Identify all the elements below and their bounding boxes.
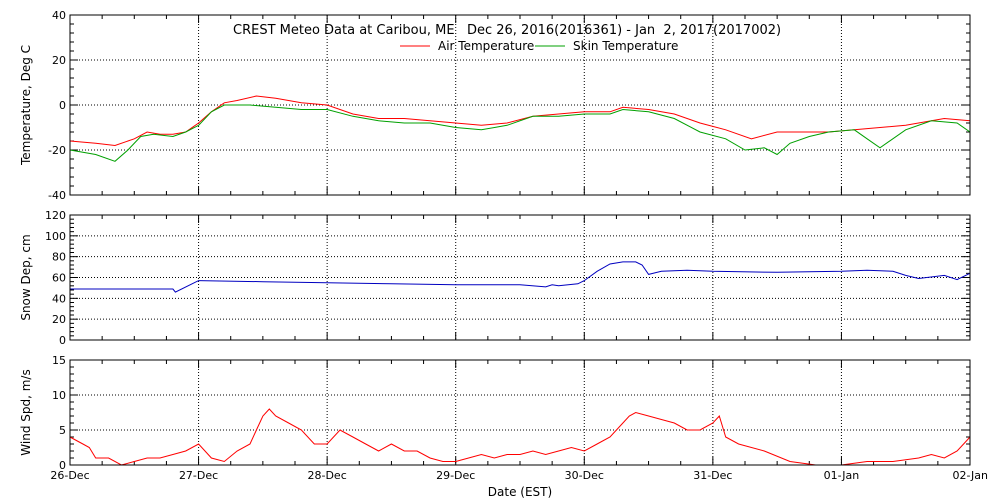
chart-title: CREST Meteo Data at Caribou, ME Dec 26, …	[233, 23, 781, 38]
x-axis-title: Date (EST)	[488, 485, 552, 499]
y-tick-label: 120	[45, 209, 66, 222]
y-tick-label: 0	[59, 99, 66, 112]
series-line-panel2-1	[70, 261, 971, 293]
x-tick-label: 01-Jan	[824, 469, 860, 482]
x-tick-label: 27-Dec	[179, 469, 218, 482]
y-tick-label: 20	[52, 313, 66, 326]
y-tick-label: 10	[52, 389, 66, 402]
y-axis-title: Temperature, Deg C	[19, 45, 33, 166]
y-tick-label: -20	[48, 144, 66, 157]
plot-frame	[69, 214, 971, 341]
y-tick-label: 5	[59, 424, 66, 437]
series-line-panel1-2	[69, 104, 971, 162]
y-tick-label: 40	[52, 9, 66, 22]
x-tick-label: 29-Dec	[436, 469, 475, 482]
plot-frame	[69, 359, 971, 466]
legend-label: Air Temperature	[438, 39, 534, 53]
y-axis-title: Snow Dep, cm	[19, 234, 33, 320]
y-tick-label: 20	[52, 54, 66, 67]
y-tick-label: 0	[59, 334, 66, 347]
x-tick-label: 02-Jan	[952, 469, 988, 482]
y-axis-title: Wind Spd, m/s	[19, 369, 33, 455]
y-tick-label: -40	[48, 189, 66, 202]
x-tick-label: 31-Dec	[693, 469, 732, 482]
x-tick-label: 28-Dec	[308, 469, 347, 482]
y-tick-label: 80	[52, 251, 66, 264]
chart-panels: -40 -20 0 20 40 Temperature, Deg C Air Tempera…	[19, 9, 971, 472]
plot-frame	[69, 14, 971, 196]
x-tick-label: 30-Dec	[565, 469, 604, 482]
x-tick-label: 26-Dec	[50, 469, 89, 482]
y-tick-label: 60	[52, 272, 66, 285]
legend-label: Skin Temperature	[573, 39, 678, 53]
y-tick-label: 0	[59, 459, 66, 472]
y-tick-label: 40	[52, 292, 66, 305]
y-tick-label: 100	[45, 230, 66, 243]
series-line-panel3-1	[69, 408, 971, 466]
y-tick-label: 15	[52, 354, 66, 367]
panel-2: 0 20 40 60 80 100 120 Snow Dep, cm	[19, 209, 971, 347]
panel-1: -40 -20 0 20 40 Temperature, Deg C Air Tempera…	[19, 9, 971, 202]
legend: Air Temperature Skin Temperature	[400, 39, 678, 53]
x-axis-tick-labels: 26-Dec 27-Dec 28-Dec 29-Dec 30-Dec 31-Dec 01-J…	[50, 469, 988, 482]
panel-3: 0 5 10 15 Wind Spd, m/s	[19, 354, 971, 472]
